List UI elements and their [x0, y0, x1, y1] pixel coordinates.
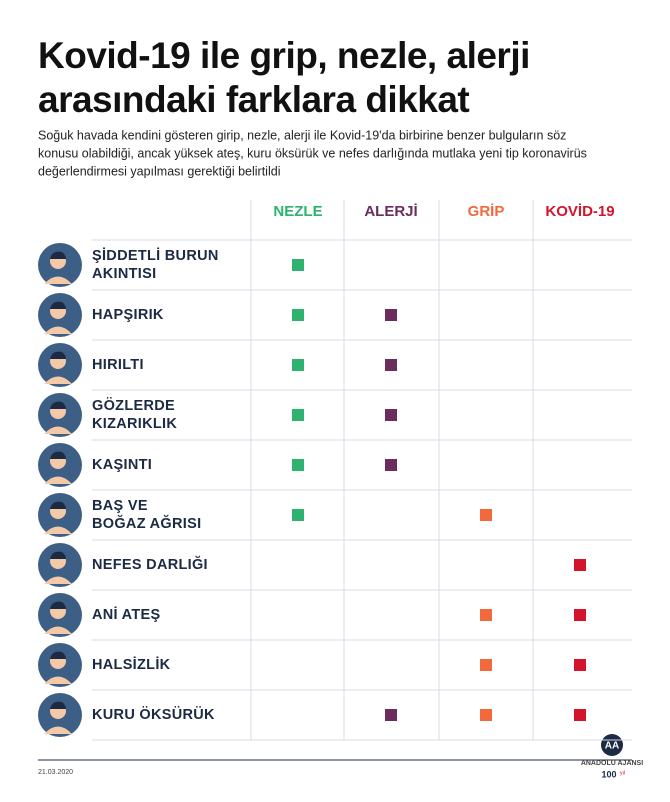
icon-body: [44, 426, 72, 434]
mark: [385, 359, 397, 371]
row-label: HAPŞIRIK: [92, 307, 164, 323]
mark: [292, 509, 304, 521]
mark: [292, 259, 304, 271]
mark: [574, 559, 586, 571]
mark: [480, 609, 492, 621]
mark: [292, 409, 304, 421]
date: 21.03.2020: [38, 769, 73, 776]
mark: [574, 709, 586, 721]
row-label: AKINTISI: [92, 266, 156, 282]
logo: AA: [605, 741, 619, 752]
icon-hair: [50, 401, 66, 409]
column-header: ALERJİ: [364, 203, 417, 220]
icon-body: [44, 476, 72, 484]
anniversary-unit: yıl: [620, 770, 625, 776]
row-label: KIZARIKLIK: [92, 416, 177, 432]
agency: ANADOLU AJANSI: [581, 760, 643, 767]
row-label: HIRILTI: [92, 357, 144, 373]
icon-hair: [50, 701, 66, 709]
subtitle: değerlendirmesi yapılması gerektiği beli…: [38, 164, 280, 178]
icon-body: [44, 276, 72, 284]
icon-hair: [50, 351, 66, 359]
mark: [574, 609, 586, 621]
mark: [385, 409, 397, 421]
column-header: KOVİD-19: [545, 203, 614, 220]
row-label: GÖZLERDE: [92, 397, 175, 414]
mark: [574, 659, 586, 671]
row-label: HALSİZLİK: [92, 656, 171, 673]
anniversary: 100: [601, 769, 616, 779]
mark: [480, 509, 492, 521]
icon-hair: [50, 301, 66, 309]
row-label: BAŞ VE: [92, 498, 148, 514]
icon-body: [44, 576, 72, 584]
row-label: ŞİDDETLİ BURUN: [92, 247, 219, 264]
title: Kovid-19 ile grip, nezle, alerji: [38, 35, 530, 76]
icon-body: [44, 676, 72, 684]
icon-body: [44, 326, 72, 334]
row-label: NEFES DARLIĞI: [92, 555, 208, 573]
icon-body: [44, 726, 72, 734]
row-label: KURU ÖKSÜRÜK: [92, 706, 215, 723]
row-label: KAŞINTI: [92, 457, 152, 473]
icon-body: [44, 526, 72, 534]
mark: [480, 709, 492, 721]
title: arasındaki farklara dikkat: [38, 79, 469, 120]
mark: [292, 359, 304, 371]
subtitle: Soğuk havada kendini gösteren girip, nez…: [38, 128, 566, 142]
row-label: ANİ ATEŞ: [92, 606, 160, 623]
row-label: BOĞAZ AĞRISI: [92, 514, 201, 532]
mark: [385, 459, 397, 471]
mark: [385, 309, 397, 321]
mark: [292, 309, 304, 321]
icon-hair: [50, 651, 66, 659]
column-header: GRİP: [468, 203, 505, 220]
icon-hair: [50, 251, 66, 259]
icon-hair: [50, 451, 66, 459]
icon-hair: [50, 551, 66, 559]
mark: [385, 709, 397, 721]
icon-body: [44, 376, 72, 384]
mark: [292, 459, 304, 471]
column-header: NEZLE: [273, 203, 322, 220]
subtitle: konusu olabildiği, ancak yüksek ateş, ku…: [38, 146, 587, 160]
mark: [480, 659, 492, 671]
icon-body: [44, 626, 72, 634]
icon-hair: [50, 601, 66, 609]
icon-hair: [50, 501, 66, 509]
